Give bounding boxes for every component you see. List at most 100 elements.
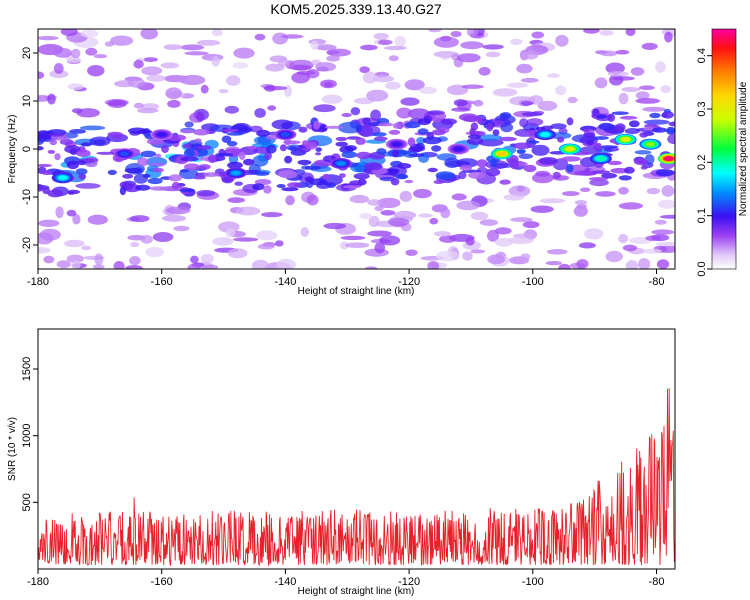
spectrogram-cell [137,129,153,134]
spectrogram-cell [531,144,550,156]
spectrogram-cell [527,140,540,144]
spectrogram-cell [264,151,272,161]
spectrogram-cell [557,136,565,143]
spectrogram-cell [304,141,318,150]
spectrogram-cell [171,182,180,190]
spectrogram-cell [71,260,81,269]
spectrogram-cell [516,149,526,153]
spectrogram-cell [184,163,200,171]
y-tick-label: -20 [21,237,33,253]
spectrogram-cell [110,35,134,46]
spectrogram-cell [451,107,471,112]
spectrogram-cell [660,85,672,94]
y-tick: 500 [21,493,38,511]
spectrogram-cell [492,88,517,97]
spectrogram-cell [227,161,243,169]
x-tick-label: -100 [522,276,544,288]
spectrogram-cell [42,186,50,195]
spectrogram-cell [326,55,340,62]
spectrogram-y-ticks: -20 -10 0 10 20 [21,47,38,253]
spectrogram-cell [79,125,106,131]
spectrogram-cell [180,44,205,51]
spectrogram-cell [87,65,105,77]
spectrogram-cell [133,59,144,69]
spectrogram-cell [107,169,117,176]
spectrogram-cell [248,145,257,150]
spectrogram-cell [308,178,328,186]
spectrogram-cell [522,221,540,229]
spectrogram-cell [145,246,164,258]
spectrogram-cell [468,171,486,179]
spectrogram-cell [55,206,64,219]
snr-x-ticks: -180 -160 -140 -120 -100 -80 [27,569,664,588]
y-tick: -20 [21,237,38,253]
spectrogram-cell [47,189,64,198]
spectrogram-cell [196,145,212,150]
spectrogram-cell [275,240,284,247]
spectrogram-cell [628,120,640,128]
spectrogram-cell [276,258,296,269]
spectrogram-cell [64,145,81,154]
spectrogram-cell [638,258,651,269]
spectrogram-cell [38,247,51,254]
spectrogram-cell [387,168,400,172]
y-tick-label: 20 [21,47,33,59]
spectrogram-cell [413,188,432,199]
spectrogram-cell [322,173,330,180]
x-tick: -80 [649,569,665,588]
spectrogram-cell [618,187,629,195]
spectrogram-cell [470,211,489,221]
colorbar-tick-label: 0.4 [696,48,708,63]
x-tick-label: -80 [649,576,665,588]
spectrogram-cell [323,222,347,230]
spectrogram-cell [366,89,389,102]
spectrogram-cell [284,155,293,164]
spectrogram-cell [510,217,533,223]
spectrogram-cell [456,158,479,168]
spectrogram-cell [598,145,619,149]
spectrogram-cell [254,33,266,41]
x-tick-label: -120 [398,576,420,588]
spectrogram-cell [364,162,383,171]
y-tick: 1500 [21,357,38,381]
spectrogram-cell [435,171,455,180]
spectrogram-cell [339,173,346,179]
spectrogram-cell [459,164,472,172]
spectrogram-cell [300,227,309,237]
spectrogram-cell [373,136,388,142]
spectrogram-cell [287,182,302,188]
spectrogram-cell [605,250,623,263]
spectrogram-cell [583,29,600,34]
spectrogram-cell [43,255,55,264]
spectrogram-hotspot [120,151,130,157]
spectrogram-cell [124,167,142,174]
spectrogram-cell [636,160,649,164]
spectrogram-cell [550,123,567,130]
spectrogram-cell [281,187,299,192]
spectrogram-cell [122,173,134,179]
spectrogram-cell [651,229,675,235]
spectrogram-cell [458,113,478,122]
spectrogram-cell [367,230,392,237]
spectrogram-cell [642,106,666,112]
spectrogram-cell [243,158,255,166]
spectrogram-cell [655,242,675,247]
spectrogram-cell [257,243,275,250]
snr-y-ticks: 500 1000 1500 [21,357,38,511]
spectrogram-cell [211,56,220,67]
spectrogram-cell [218,89,229,94]
spectrogram-cell [276,184,286,188]
spectrogram-cell [428,29,442,33]
spectrogram-cell [297,159,312,166]
spectrogram-cell [470,122,479,131]
spectrogram-cell [38,219,60,227]
spectrogram-cell [379,235,401,246]
spectrogram-cell [140,29,158,40]
spectrogram-cell [566,163,574,173]
spectrogram-cell [607,160,623,166]
spectrogram-cell [546,249,568,255]
spectrogram-cell [492,129,500,136]
spectrogram-cell [531,31,544,39]
colorbar-tick-label: 0.3 [696,101,708,116]
spectrogram-cell [427,167,438,173]
